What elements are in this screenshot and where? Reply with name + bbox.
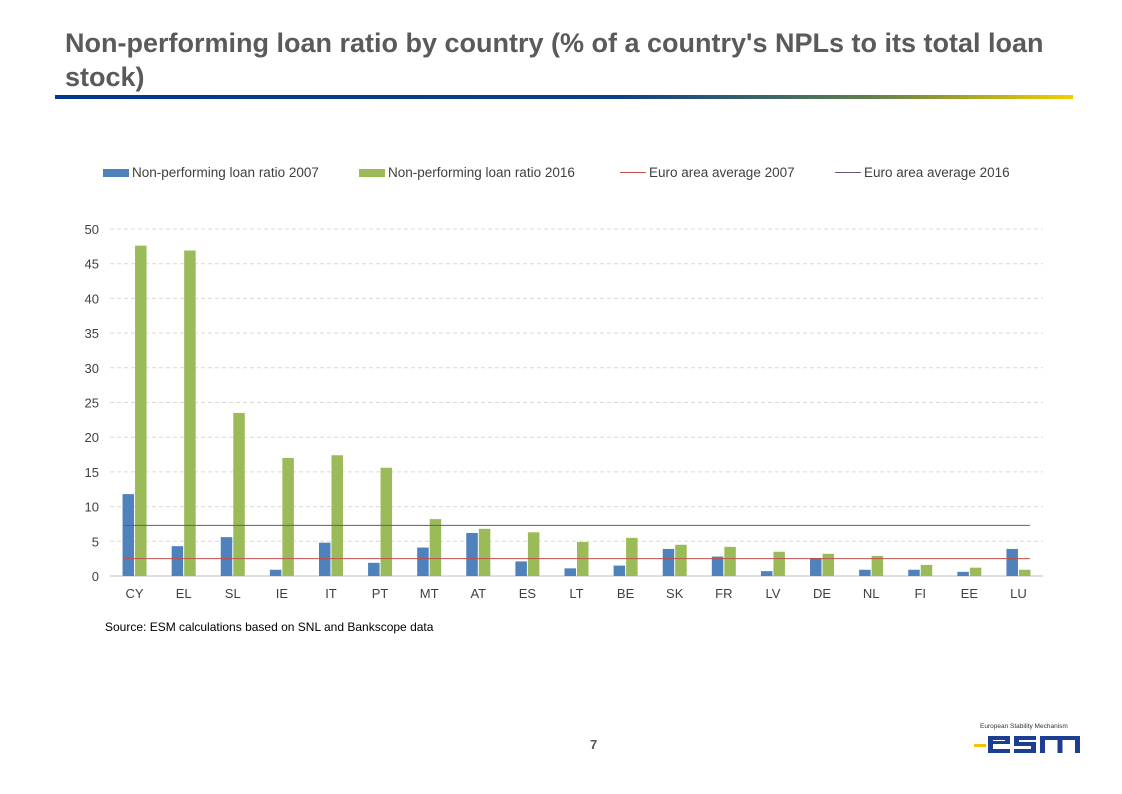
x-tick-label: ES bbox=[519, 586, 537, 601]
bar-2007 bbox=[711, 556, 724, 576]
legend-label-npl-2007: Non-performing loan ratio 2007 bbox=[132, 165, 319, 180]
bar-2007 bbox=[171, 546, 184, 576]
bar-2007 bbox=[613, 565, 626, 576]
bar-2016 bbox=[429, 519, 442, 576]
slide-title: Non-performing loan ratio by country (% … bbox=[65, 28, 1044, 92]
x-tick-label: FI bbox=[914, 586, 926, 601]
x-tick-label: CY bbox=[126, 586, 144, 601]
x-tick-label: PT bbox=[372, 586, 389, 601]
legend-label-avg-2016: Euro area average 2016 bbox=[864, 165, 1010, 180]
bar-2007 bbox=[760, 571, 773, 576]
x-tick-label: LV bbox=[765, 586, 780, 601]
bar-2016 bbox=[478, 528, 491, 576]
bar-2007 bbox=[810, 557, 822, 576]
x-tick-label: IE bbox=[276, 586, 289, 601]
esm-logo-mark bbox=[974, 736, 1080, 753]
bar-2007 bbox=[318, 542, 331, 576]
x-tick-label: NL bbox=[863, 586, 880, 601]
x-tick-label: MT bbox=[420, 586, 439, 601]
bar-2016 bbox=[184, 250, 196, 576]
x-tick-label: IT bbox=[325, 586, 337, 601]
bar-2007 bbox=[564, 568, 576, 576]
y-tick-label: 5 bbox=[92, 534, 99, 549]
legend-swatch-avg-2016 bbox=[835, 172, 861, 173]
page-number: 7 bbox=[590, 737, 598, 752]
x-tick-label: EL bbox=[176, 586, 192, 601]
bar-2007 bbox=[1006, 548, 1018, 576]
bar-2016 bbox=[282, 458, 294, 576]
bar-2016 bbox=[675, 544, 687, 576]
x-tick-label: DE bbox=[813, 586, 831, 601]
y-tick-label: 30 bbox=[85, 361, 99, 376]
bar-2007 bbox=[515, 561, 527, 576]
bar-2016 bbox=[969, 567, 982, 576]
bar-2007 bbox=[466, 532, 478, 576]
bar-2016 bbox=[920, 564, 933, 576]
legend-item-npl-2007: Non-performing loan ratio 2007 bbox=[103, 165, 319, 180]
bar-2016 bbox=[773, 551, 785, 576]
bar-2016 bbox=[822, 553, 835, 576]
x-tick-label: EE bbox=[961, 586, 979, 601]
legend-item-avg-2016: Euro area average 2016 bbox=[835, 165, 1010, 180]
x-tick-label: FR bbox=[715, 586, 732, 601]
x-tick-label: SL bbox=[225, 586, 241, 601]
bar-2007 bbox=[368, 562, 380, 576]
chart-legend: Non-performing loan ratio 2007 Non-perfo… bbox=[0, 165, 1122, 185]
bar-2016 bbox=[527, 532, 540, 576]
legend-item-npl-2016: Non-performing loan ratio 2016 bbox=[359, 165, 575, 180]
esm-logo-caption: European Stability Mechanism bbox=[980, 723, 1068, 730]
x-tick-label: AT bbox=[470, 586, 486, 601]
bar-2016 bbox=[331, 455, 343, 576]
legend-swatch-avg-2007 bbox=[620, 172, 646, 173]
bar-2007 bbox=[220, 537, 233, 576]
y-tick-label: 20 bbox=[85, 430, 99, 445]
title-divider bbox=[55, 95, 1073, 99]
legend-swatch-npl-2016 bbox=[359, 168, 385, 177]
bar-2007 bbox=[269, 569, 282, 576]
bar-2016 bbox=[871, 555, 884, 576]
y-tick-label: 40 bbox=[85, 291, 99, 306]
legend-label-avg-2007: Euro area average 2007 bbox=[649, 165, 795, 180]
legend-swatch-npl-2007 bbox=[103, 168, 129, 177]
y-tick-label: 45 bbox=[85, 257, 99, 272]
y-tick-label: 35 bbox=[85, 326, 99, 341]
source-note: Source: ESM calculations based on SNL an… bbox=[105, 620, 434, 634]
bar-2016 bbox=[135, 245, 147, 576]
bar-2016 bbox=[233, 412, 245, 576]
bar-2016 bbox=[1018, 569, 1031, 576]
bar-2007 bbox=[417, 547, 429, 576]
bar-2007 bbox=[122, 494, 135, 576]
bar-2007 bbox=[859, 569, 871, 576]
x-tick-label: LU bbox=[1010, 586, 1027, 601]
y-tick-label: 10 bbox=[85, 500, 99, 515]
y-tick-label: 25 bbox=[85, 396, 99, 411]
bar-2016 bbox=[626, 537, 638, 576]
bar-2016 bbox=[380, 467, 393, 576]
x-tick-label: BE bbox=[617, 586, 635, 601]
y-tick-label: 0 bbox=[92, 569, 99, 584]
legend-item-avg-2007: Euro area average 2007 bbox=[620, 165, 795, 180]
x-tick-label: LT bbox=[569, 586, 583, 601]
y-tick-label: 15 bbox=[85, 465, 99, 480]
y-tick-label: 50 bbox=[85, 222, 99, 237]
bar-2007 bbox=[908, 569, 920, 576]
x-tick-label: SK bbox=[666, 586, 684, 601]
esm-logo bbox=[974, 736, 1080, 753]
bar-2016 bbox=[724, 546, 736, 576]
legend-label-npl-2016: Non-performing loan ratio 2016 bbox=[388, 165, 575, 180]
bar-2007 bbox=[662, 548, 675, 576]
bar-2007 bbox=[957, 571, 969, 576]
